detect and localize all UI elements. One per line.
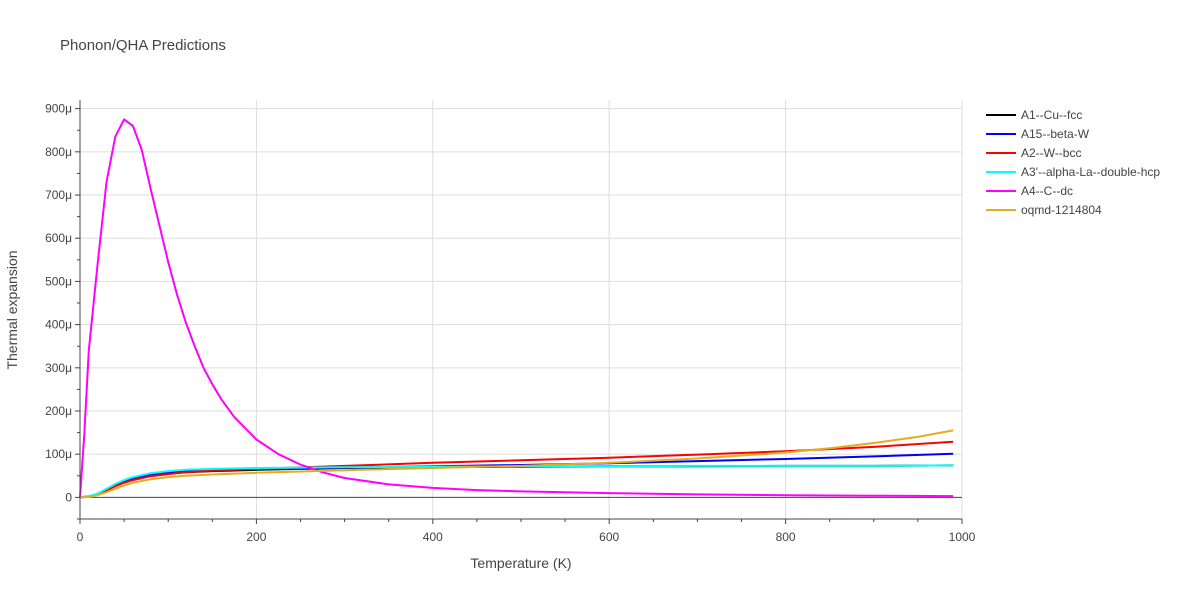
x-tick-label: 400 — [423, 530, 443, 544]
legend-item[interactable]: oqmd-1214804 — [986, 203, 1102, 217]
axes — [75, 100, 963, 524]
y-tick-label: 900μ — [45, 102, 72, 116]
y-tick-label: 500μ — [45, 274, 72, 288]
legend-item[interactable]: A1--Cu--fcc — [986, 108, 1082, 122]
legend-label: A2--W--bcc — [1021, 146, 1081, 160]
y-tick-label: 300μ — [45, 361, 72, 375]
x-axis-title: Temperature (K) — [470, 555, 571, 571]
chart-title: Phonon/QHA Predictions — [60, 37, 226, 54]
x-tick-label: 0 — [77, 530, 84, 544]
legend-item[interactable]: A4--C--dc — [986, 184, 1073, 198]
grid-lines — [80, 100, 963, 519]
legend-label: oqmd-1214804 — [1021, 203, 1102, 217]
legend-item[interactable]: A15--beta-W — [986, 127, 1090, 141]
plot-area — [79, 118, 954, 499]
y-tick-label: 800μ — [45, 145, 72, 159]
tick-labels: 0 200 400 600 800 1000 0 100μ 200μ 300μ 400μ 500μ 60… — [45, 102, 976, 544]
legend-label: A15--beta-W — [1021, 127, 1090, 141]
y-tick-label: 0 — [65, 490, 72, 504]
legend-label: A1--Cu--fcc — [1021, 108, 1082, 122]
legend-item[interactable]: A2--W--bcc — [986, 146, 1081, 160]
x-tick-label: 200 — [246, 530, 266, 544]
series-line-5 — [79, 429, 954, 499]
legend[interactable]: A1--Cu--fcc A15--beta-W A2--W--bcc A3'--alp… — [986, 108, 1160, 217]
x-tick-label: 800 — [776, 530, 796, 544]
x-tick-label: 600 — [599, 530, 619, 544]
legend-item[interactable]: A3'--alpha-La--double-hcp — [986, 165, 1160, 179]
legend-label: A4--C--dc — [1021, 184, 1073, 198]
series-line-2 — [79, 440, 954, 499]
x-tick-label: 1000 — [949, 530, 976, 544]
series-line-3 — [79, 464, 954, 499]
legend-label: A3'--alpha-La--double-hcp — [1021, 165, 1160, 179]
y-tick-label: 100μ — [45, 447, 72, 461]
series-line-4 — [79, 118, 954, 498]
y-axis-title: Thermal expansion — [4, 250, 20, 369]
y-tick-label: 700μ — [45, 188, 72, 202]
y-tick-label: 400μ — [45, 318, 72, 332]
y-tick-label: 600μ — [45, 231, 72, 245]
y-tick-label: 200μ — [45, 404, 72, 418]
